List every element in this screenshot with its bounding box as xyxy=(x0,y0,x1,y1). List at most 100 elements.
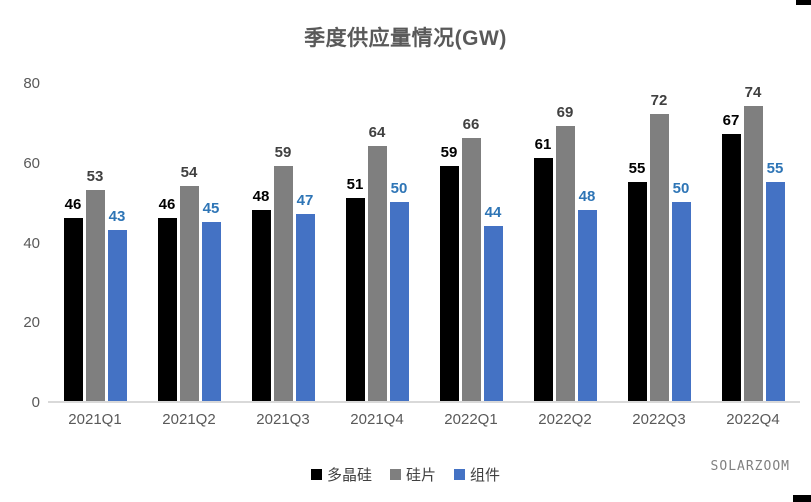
bar-data-label: 55 xyxy=(766,159,784,177)
x-tick-label-2021q4: 2021Q4 xyxy=(350,411,404,428)
bar-硅片-2021q3 xyxy=(273,165,293,401)
bar-硅片-2021q4 xyxy=(367,145,387,401)
x-tick-label-2022q4: 2022Q4 xyxy=(726,411,780,428)
bar-多晶硅-2022q1 xyxy=(439,165,459,401)
bar-多晶硅-2022q3 xyxy=(627,181,647,401)
bar-data-label: 50 xyxy=(390,179,408,197)
bar-cell: 64 xyxy=(367,84,387,401)
bar-data-label: 45 xyxy=(202,199,220,217)
legend-swatch-icon xyxy=(454,469,465,480)
bar-多晶硅-2022q4 xyxy=(721,133,741,401)
bar-多晶硅-2021q1 xyxy=(63,217,83,401)
bar-cell: 50 xyxy=(671,84,691,401)
bar-组件-2022q4 xyxy=(765,181,785,401)
bar-data-label: 61 xyxy=(534,135,552,153)
bar-data-label: 46 xyxy=(158,195,176,213)
bar-cell: 46 xyxy=(63,84,83,401)
bar-cell: 48 xyxy=(251,84,271,401)
x-tick-label-2021q3: 2021Q3 xyxy=(256,411,310,428)
bar-data-label: 43 xyxy=(108,207,126,225)
bar-data-label: 46 xyxy=(64,195,82,213)
bar-cell: 69 xyxy=(555,84,575,401)
bar-cell: 67 xyxy=(721,84,741,401)
legend-swatch-icon xyxy=(389,469,401,480)
bar-硅片-2022q2 xyxy=(555,125,575,401)
bar-data-label: 48 xyxy=(252,187,270,205)
bar-group-2021q1: 46 53 43 xyxy=(48,84,142,401)
bar-cell: 43 xyxy=(107,84,127,401)
bar-group-2021q4: 51 64 50 xyxy=(330,84,424,401)
legend-item-组件: 组件 xyxy=(454,464,500,485)
bar-group-2022q4: 67 74 55 xyxy=(706,84,800,401)
corner-mark-top-right xyxy=(796,0,811,5)
bar-组件-2022q1 xyxy=(483,225,503,401)
bar-组件-2021q1 xyxy=(107,229,127,401)
bar-data-label: 53 xyxy=(86,167,104,185)
legend: 多晶硅 硅片 组件 xyxy=(0,464,811,485)
bar-data-label: 47 xyxy=(296,191,314,209)
legend-swatch-icon xyxy=(310,469,322,480)
bar-硅片-2022q1 xyxy=(461,137,481,401)
bar-group-2022q2: 61 69 48 xyxy=(518,84,612,401)
x-axis: 2021Q1 2021Q2 2021Q3 2021Q4 2022Q1 2022Q2 2022… xyxy=(48,411,800,428)
bar-硅片-2021q2 xyxy=(179,185,199,401)
bar-硅片-2022q3 xyxy=(649,113,669,401)
bar-多晶硅-2021q4 xyxy=(345,197,365,401)
bar-多晶硅-2021q2 xyxy=(157,217,177,401)
bar-data-label: 44 xyxy=(484,203,502,221)
legend-label: 硅片 xyxy=(405,467,436,484)
plot-area: 46 53 43 46 54 45 48 59 47 51 64 50 59 66 44 61 69 48 55 72… xyxy=(48,84,800,403)
bar-组件-2021q3 xyxy=(295,213,315,401)
bar-cell: 66 xyxy=(461,84,481,401)
y-tick-label: 80 xyxy=(23,75,40,92)
y-tick-label: 20 xyxy=(23,314,40,332)
bar-data-label: 50 xyxy=(672,179,690,197)
y-tick-label: 60 xyxy=(23,154,40,172)
chart-title: 季度供应量情况(GW) xyxy=(304,27,507,50)
bar-data-label: 66 xyxy=(462,115,480,133)
y-tick-label: 40 xyxy=(23,234,40,252)
bar-cell: 46 xyxy=(157,84,177,401)
x-tick-label-2022q1: 2022Q1 xyxy=(444,411,498,428)
bar-cell: 55 xyxy=(627,84,647,401)
bar-cell: 48 xyxy=(577,84,597,401)
bar-多晶硅-2022q2 xyxy=(533,157,553,401)
bar-cell: 45 xyxy=(201,84,221,401)
bar-data-label: 51 xyxy=(346,175,364,193)
legend-item-硅片: 硅片 xyxy=(389,464,436,485)
bar-cell: 74 xyxy=(743,84,763,401)
bar-cell: 72 xyxy=(649,84,669,401)
legend-item-多晶硅: 多晶硅 xyxy=(310,464,372,485)
bar-cell: 47 xyxy=(295,84,315,401)
y-tick-label: 0 xyxy=(31,394,40,411)
bar-group-2022q1: 59 66 44 xyxy=(424,84,518,401)
bar-组件-2021q4 xyxy=(389,201,409,401)
bar-group-2021q2: 46 54 45 xyxy=(142,84,236,401)
x-tick-label-2022q2: 2022Q2 xyxy=(538,411,592,428)
x-tick-label-2021q1: 2021Q1 xyxy=(68,411,122,428)
legend-label: 多晶硅 xyxy=(326,467,372,484)
bar-data-label: 69 xyxy=(556,103,574,121)
watermark-text: SOLARZOOM xyxy=(710,459,790,474)
bar-cell: 50 xyxy=(389,84,409,401)
bar-group-2021q3: 48 59 47 xyxy=(236,84,330,401)
bar-硅片-2021q1 xyxy=(85,189,105,401)
bar-组件-2022q3 xyxy=(671,201,691,401)
bar-cell: 53 xyxy=(85,84,105,401)
bar-data-label: 54 xyxy=(180,163,198,181)
bar-cell: 55 xyxy=(765,84,785,401)
bar-data-label: 64 xyxy=(368,123,386,141)
bar-data-label: 59 xyxy=(440,143,458,161)
x-tick-label-2022q3: 2022Q3 xyxy=(632,411,686,428)
x-tick-label-2021q2: 2021Q2 xyxy=(162,411,216,428)
legend-label: 组件 xyxy=(470,467,501,484)
bar-data-label: 55 xyxy=(628,159,646,177)
bar-cell: 59 xyxy=(439,84,459,401)
bar-data-label: 74 xyxy=(744,83,762,101)
bar-cell: 51 xyxy=(345,84,365,401)
bar-cell: 59 xyxy=(273,84,293,401)
bar-data-label: 72 xyxy=(650,91,668,109)
bar-data-label: 67 xyxy=(722,111,740,129)
bar-cell: 61 xyxy=(533,84,553,401)
bar-cell: 44 xyxy=(483,84,503,401)
